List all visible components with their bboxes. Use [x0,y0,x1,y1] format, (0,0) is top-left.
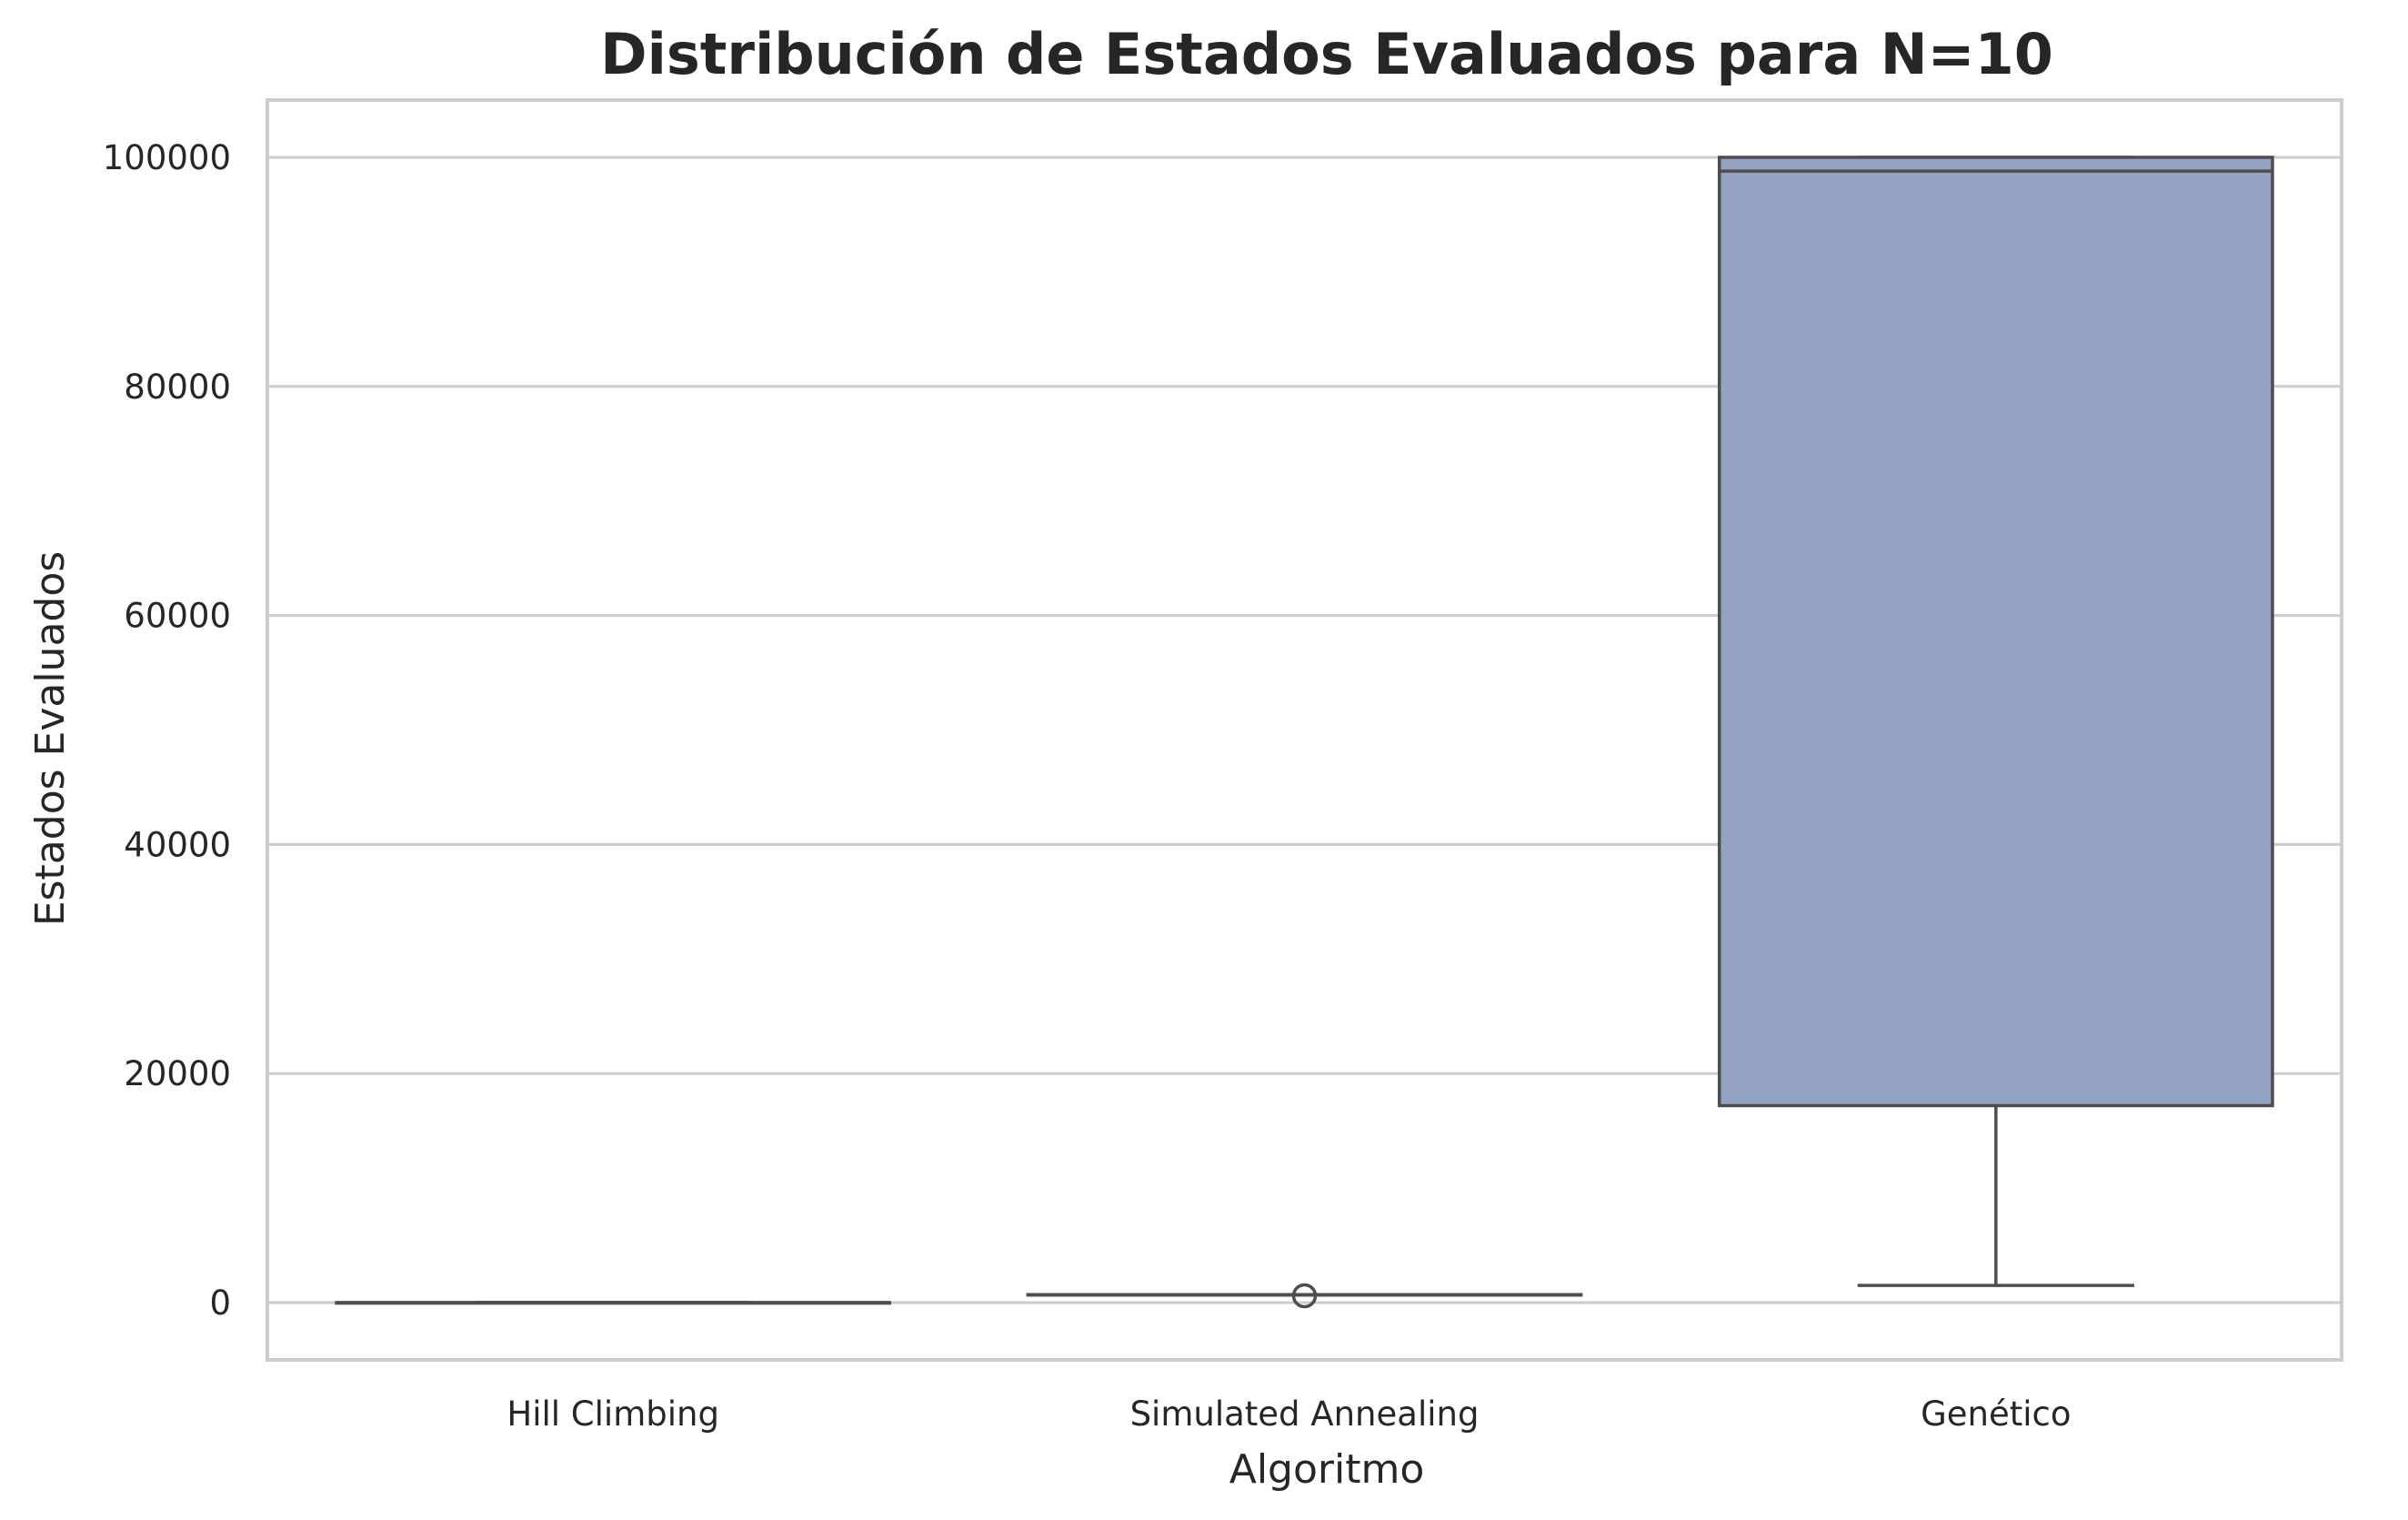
box-2 [1026,1283,1583,1309]
chart-title: Distribución de Estados Evaluados para N… [600,21,2053,87]
y-tick-labels: 0 20000 40000 60000 80000 100000 [103,138,231,1323]
y-tick-label: 80000 [124,367,231,407]
boxes [335,156,2274,1309]
x-axis-label: Algoritmo [1229,1446,1425,1493]
grid-lines [267,156,2342,1304]
y-tick-label: 20000 [124,1054,231,1093]
y-axis-label: Estados Evaluados [27,551,74,926]
y-tick-label: 40000 [124,825,231,864]
box-1 [335,1301,892,1305]
iqr-box [1717,156,2274,1108]
y-tick-label: 0 [209,1283,231,1323]
y-tick-label: 60000 [124,597,231,636]
box-3 [1717,156,2274,1287]
y-tick-label: 100000 [103,138,231,177]
x-tick-label: Hill Climbing [507,1394,719,1434]
outlier-point [1291,1283,1318,1309]
plot-frame [266,98,2343,1362]
x-tick-labels: Hill Climbing Simulated Annealing Genético [507,1394,2071,1434]
x-tick-label: Simulated Annealing [1130,1394,1480,1434]
x-tick-label: Genético [1921,1394,2071,1434]
